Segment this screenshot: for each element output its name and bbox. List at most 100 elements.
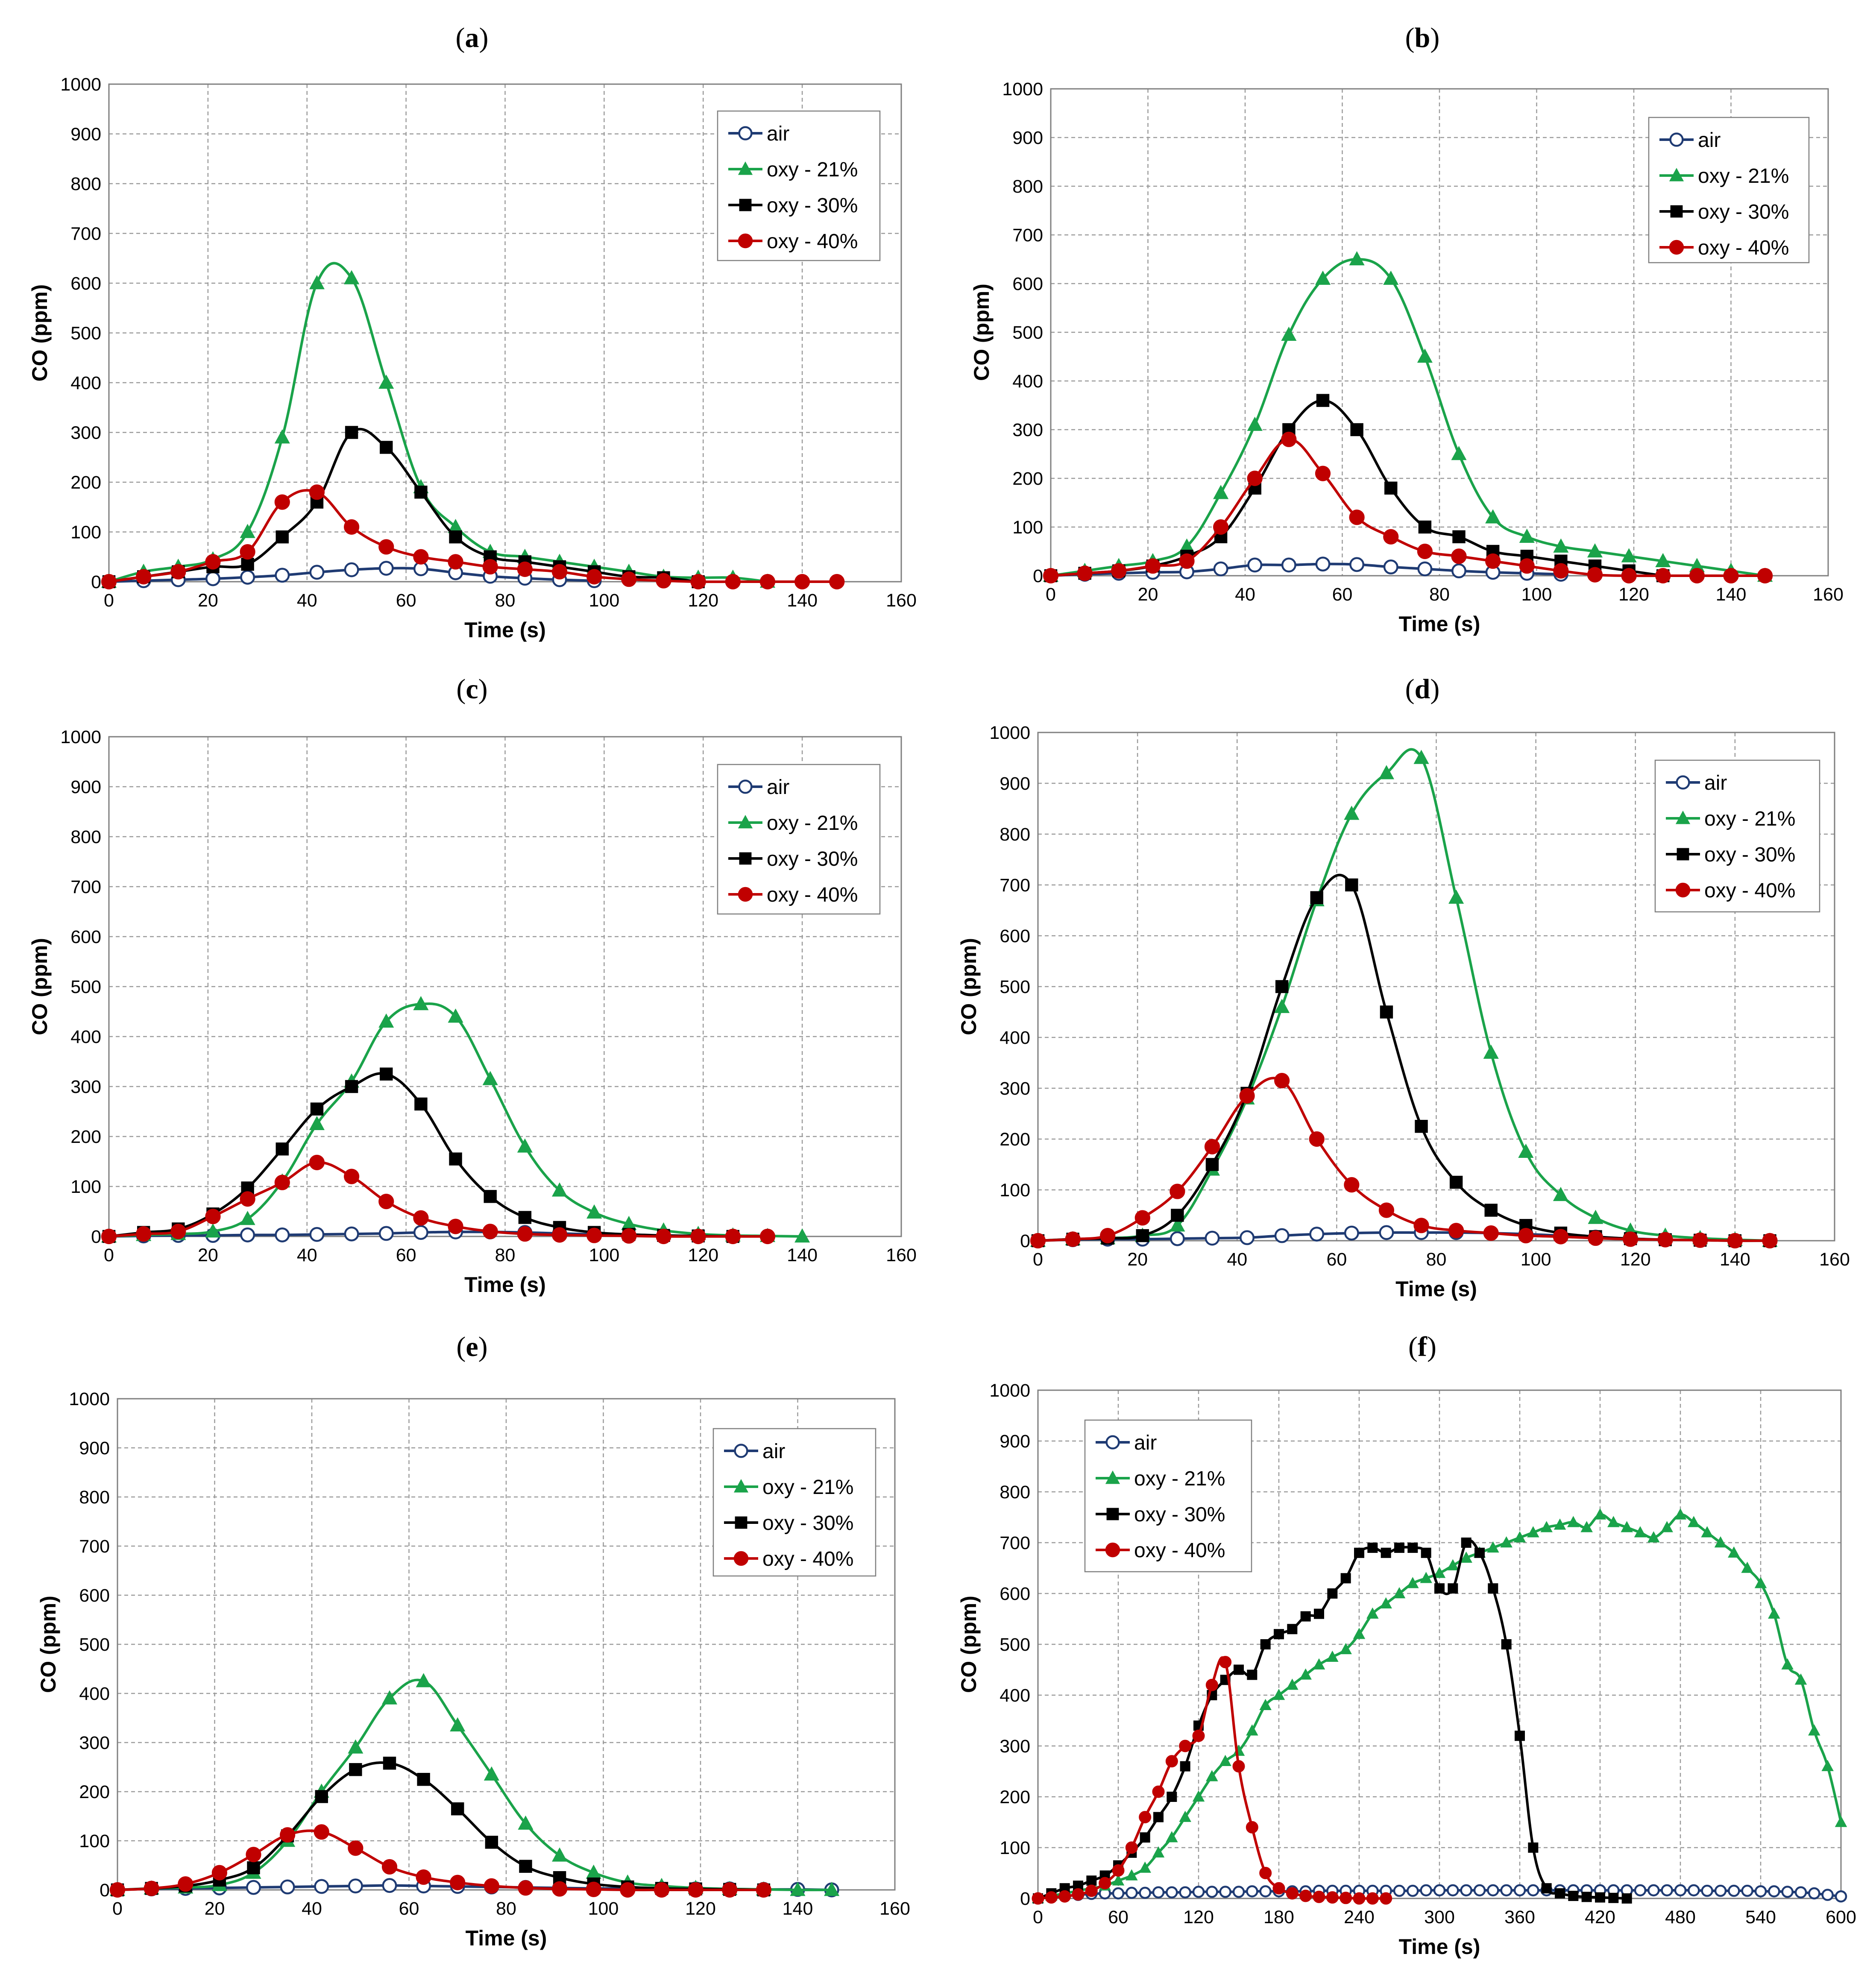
- marker-circle-open: [1105, 1435, 1120, 1450]
- marker-circle-open: [382, 1878, 397, 1893]
- panel-label-letter: c: [466, 674, 478, 705]
- x-tick-label: 60: [1108, 1907, 1129, 1927]
- marker-triangle: [309, 275, 325, 290]
- marker-square: [1380, 1005, 1393, 1019]
- marker-triangle: [1274, 999, 1290, 1013]
- marker-circle: [1100, 1228, 1116, 1244]
- y-tick-label: 900: [70, 777, 101, 797]
- marker-circle: [829, 574, 845, 590]
- marker-square: [1274, 1629, 1284, 1640]
- y-tick-label: 800: [1000, 824, 1030, 845]
- series-oxy-40: [101, 1154, 776, 1245]
- marker-square: [1541, 1883, 1552, 1894]
- marker-circle: [314, 1824, 329, 1840]
- marker-circle: [1145, 558, 1161, 574]
- marker-triangle: [1126, 1869, 1138, 1880]
- legend-label: air: [1698, 129, 1721, 152]
- marker-circle: [1125, 1841, 1138, 1854]
- marker-circle: [759, 1228, 776, 1245]
- panel-a: (a) 0 100 200 300 400 500 600 700 800 900 1000 0 20 40…: [28, 22, 917, 642]
- marker-triangle: [344, 270, 360, 284]
- panel-c: (c) 0 100 200 300 400 500 600 700 800 900 1000 0 20 40…: [28, 674, 917, 1297]
- legend-entry-air: air: [1666, 772, 1727, 794]
- y-tick-label: 300: [79, 1733, 110, 1753]
- series-line: [1038, 873, 1770, 1242]
- y-tick-label: 400: [1012, 371, 1043, 392]
- marker-circle-open: [1344, 1225, 1359, 1241]
- marker-circle: [1622, 1231, 1639, 1247]
- marker-square: [1287, 1624, 1298, 1634]
- marker-square: [1515, 1731, 1525, 1741]
- marker-square: [1488, 1583, 1498, 1594]
- marker-square: [1452, 530, 1466, 543]
- y-tick-label: 0: [100, 1880, 110, 1901]
- marker-square: [484, 1190, 497, 1203]
- marker-circle-open: [1768, 1885, 1780, 1898]
- x-tick-label: 140: [787, 590, 818, 611]
- legend: air oxy - 21% oxy - 30% oxy - 40%: [712, 1428, 876, 1577]
- x-tick-label: 40: [297, 1245, 317, 1265]
- marker-triangle: [1483, 1044, 1499, 1059]
- y-tick-label: 800: [79, 1487, 110, 1508]
- marker-triangle: [1105, 1470, 1120, 1484]
- marker-circle: [1205, 1678, 1218, 1691]
- marker-circle: [1170, 1183, 1185, 1199]
- y-tick-label: 200: [1000, 1129, 1030, 1150]
- marker-circle: [1165, 1755, 1178, 1768]
- legend-entry-oxy-21: oxy - 21%: [1096, 1467, 1225, 1490]
- legend: air oxy - 21% oxy - 30% oxy - 40%: [717, 110, 881, 261]
- marker-circle-open: [314, 1879, 329, 1894]
- x-tick-label: 80: [495, 590, 516, 611]
- x-axis-title: Time (s): [464, 618, 546, 642]
- y-tick-label: 100: [1012, 517, 1043, 538]
- x-tick-label: 120: [688, 590, 718, 611]
- marker-square: [739, 852, 752, 865]
- legend-label: oxy - 21%: [1698, 165, 1789, 187]
- marker-circle-open: [1701, 1884, 1713, 1897]
- marker-triangle: [1420, 1572, 1432, 1583]
- marker-circle: [274, 1175, 290, 1190]
- marker-circle: [733, 1551, 749, 1566]
- legend-entry-air: air: [1659, 129, 1721, 152]
- marker-square: [1484, 1204, 1498, 1217]
- marker-circle-open: [348, 1878, 363, 1894]
- y-tick-label: 400: [1000, 1028, 1030, 1048]
- marker-triangle: [240, 524, 255, 538]
- y-tick-label: 300: [70, 1077, 101, 1097]
- x-tick-label: 60: [396, 590, 416, 611]
- legend-label: oxy - 40%: [767, 884, 858, 906]
- marker-circle: [1099, 1877, 1111, 1889]
- marker-square: [1171, 1209, 1184, 1222]
- gridlines: [1038, 732, 1835, 1241]
- x-tick-label: 120: [1183, 1907, 1214, 1927]
- marker-circle: [1315, 466, 1331, 481]
- marker-triangle: [1417, 349, 1433, 363]
- marker-triangle: [1219, 1755, 1231, 1766]
- marker-triangle: [1741, 1561, 1753, 1573]
- y-tick-label: 300: [70, 423, 101, 443]
- marker-triangle: [790, 1882, 806, 1896]
- marker-triangle: [1152, 1846, 1165, 1858]
- marker-circle-open: [1274, 1228, 1290, 1243]
- y-tick-label: 200: [70, 472, 101, 493]
- x-tick-label: 20: [198, 1245, 218, 1265]
- marker-circle-open: [1794, 1886, 1807, 1898]
- marker-circle: [621, 1228, 637, 1244]
- legend: air oxy - 21% oxy - 30% oxy - 40%: [1648, 117, 1810, 264]
- marker-circle-open: [1821, 1889, 1834, 1901]
- marker-circle: [551, 564, 568, 580]
- marker-circle-open: [1205, 1230, 1220, 1246]
- x-tick-label: 140: [787, 1245, 818, 1265]
- y-tick-label: 200: [1000, 1787, 1030, 1807]
- marker-circle-open: [1139, 1886, 1151, 1899]
- marker-triangle: [1835, 1816, 1847, 1827]
- marker-circle: [1451, 548, 1467, 564]
- marker-circle: [1043, 568, 1059, 584]
- marker-circle: [101, 574, 117, 590]
- marker-circle: [1366, 1892, 1379, 1905]
- marker-triangle: [1519, 528, 1535, 543]
- x-tick-label: 20: [1127, 1249, 1148, 1270]
- x-tick-label: 300: [1424, 1907, 1455, 1927]
- marker-square: [1595, 1892, 1605, 1903]
